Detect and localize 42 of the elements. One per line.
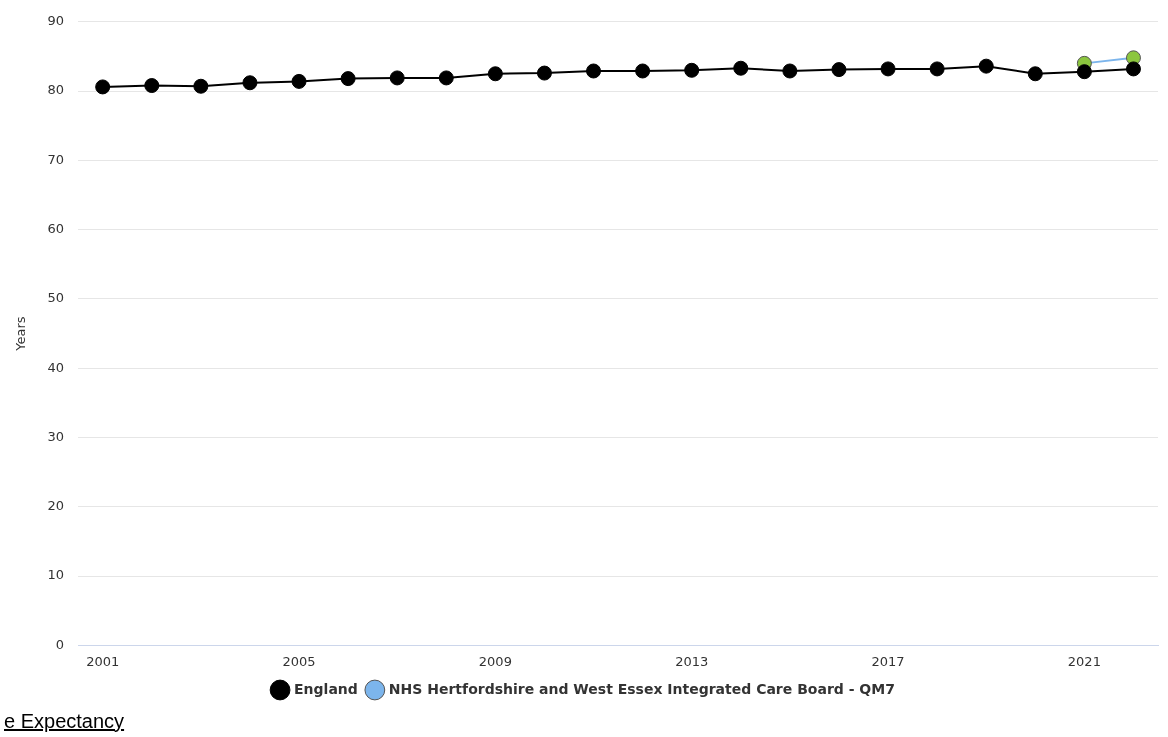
point (831, 62, 847, 78)
x-tick-label: 2021 (1067, 653, 1101, 669)
point (1125, 61, 1141, 77)
point (684, 62, 700, 78)
point (487, 66, 503, 82)
y-tick-label: 40 (47, 359, 65, 375)
point (438, 70, 454, 86)
y-tick-label: 80 (47, 82, 65, 98)
point (242, 75, 258, 91)
point (635, 63, 651, 79)
legend-label: England (294, 680, 358, 697)
point (144, 78, 160, 94)
x-tick-label: 2005 (282, 653, 316, 669)
point (95, 79, 111, 95)
x-tick-label: 2009 (478, 653, 512, 669)
y-tick-label: 70 (47, 151, 65, 167)
point (291, 73, 307, 89)
point (978, 58, 994, 74)
y-tick-label: 10 (47, 567, 65, 583)
y-tick-label: 20 (47, 498, 65, 514)
y-tick-label: 30 (47, 428, 65, 444)
point (1076, 64, 1092, 80)
point (1027, 66, 1043, 82)
y-axis-title: Years (13, 316, 29, 352)
y-tick-label: 60 (47, 221, 65, 237)
x-tick-label: 2017 (871, 653, 905, 669)
x-tick-label: 2013 (675, 653, 709, 669)
point (536, 65, 552, 81)
point (340, 71, 356, 87)
point (733, 60, 749, 76)
y-tick-label: 90 (47, 13, 65, 29)
point (389, 70, 405, 86)
legend-label: NHS Hertfordshire and West Essex Integrated Care Board - QM7 (388, 680, 895, 697)
text: e Expectancy (4, 710, 125, 733)
point (880, 61, 896, 77)
x-tick-label: 2001 (86, 653, 120, 669)
point (193, 78, 209, 94)
y-tick-label: 50 (47, 290, 65, 306)
point (782, 63, 798, 79)
point (586, 63, 602, 79)
y-tick-label: 0 (55, 636, 65, 652)
point (929, 61, 945, 77)
